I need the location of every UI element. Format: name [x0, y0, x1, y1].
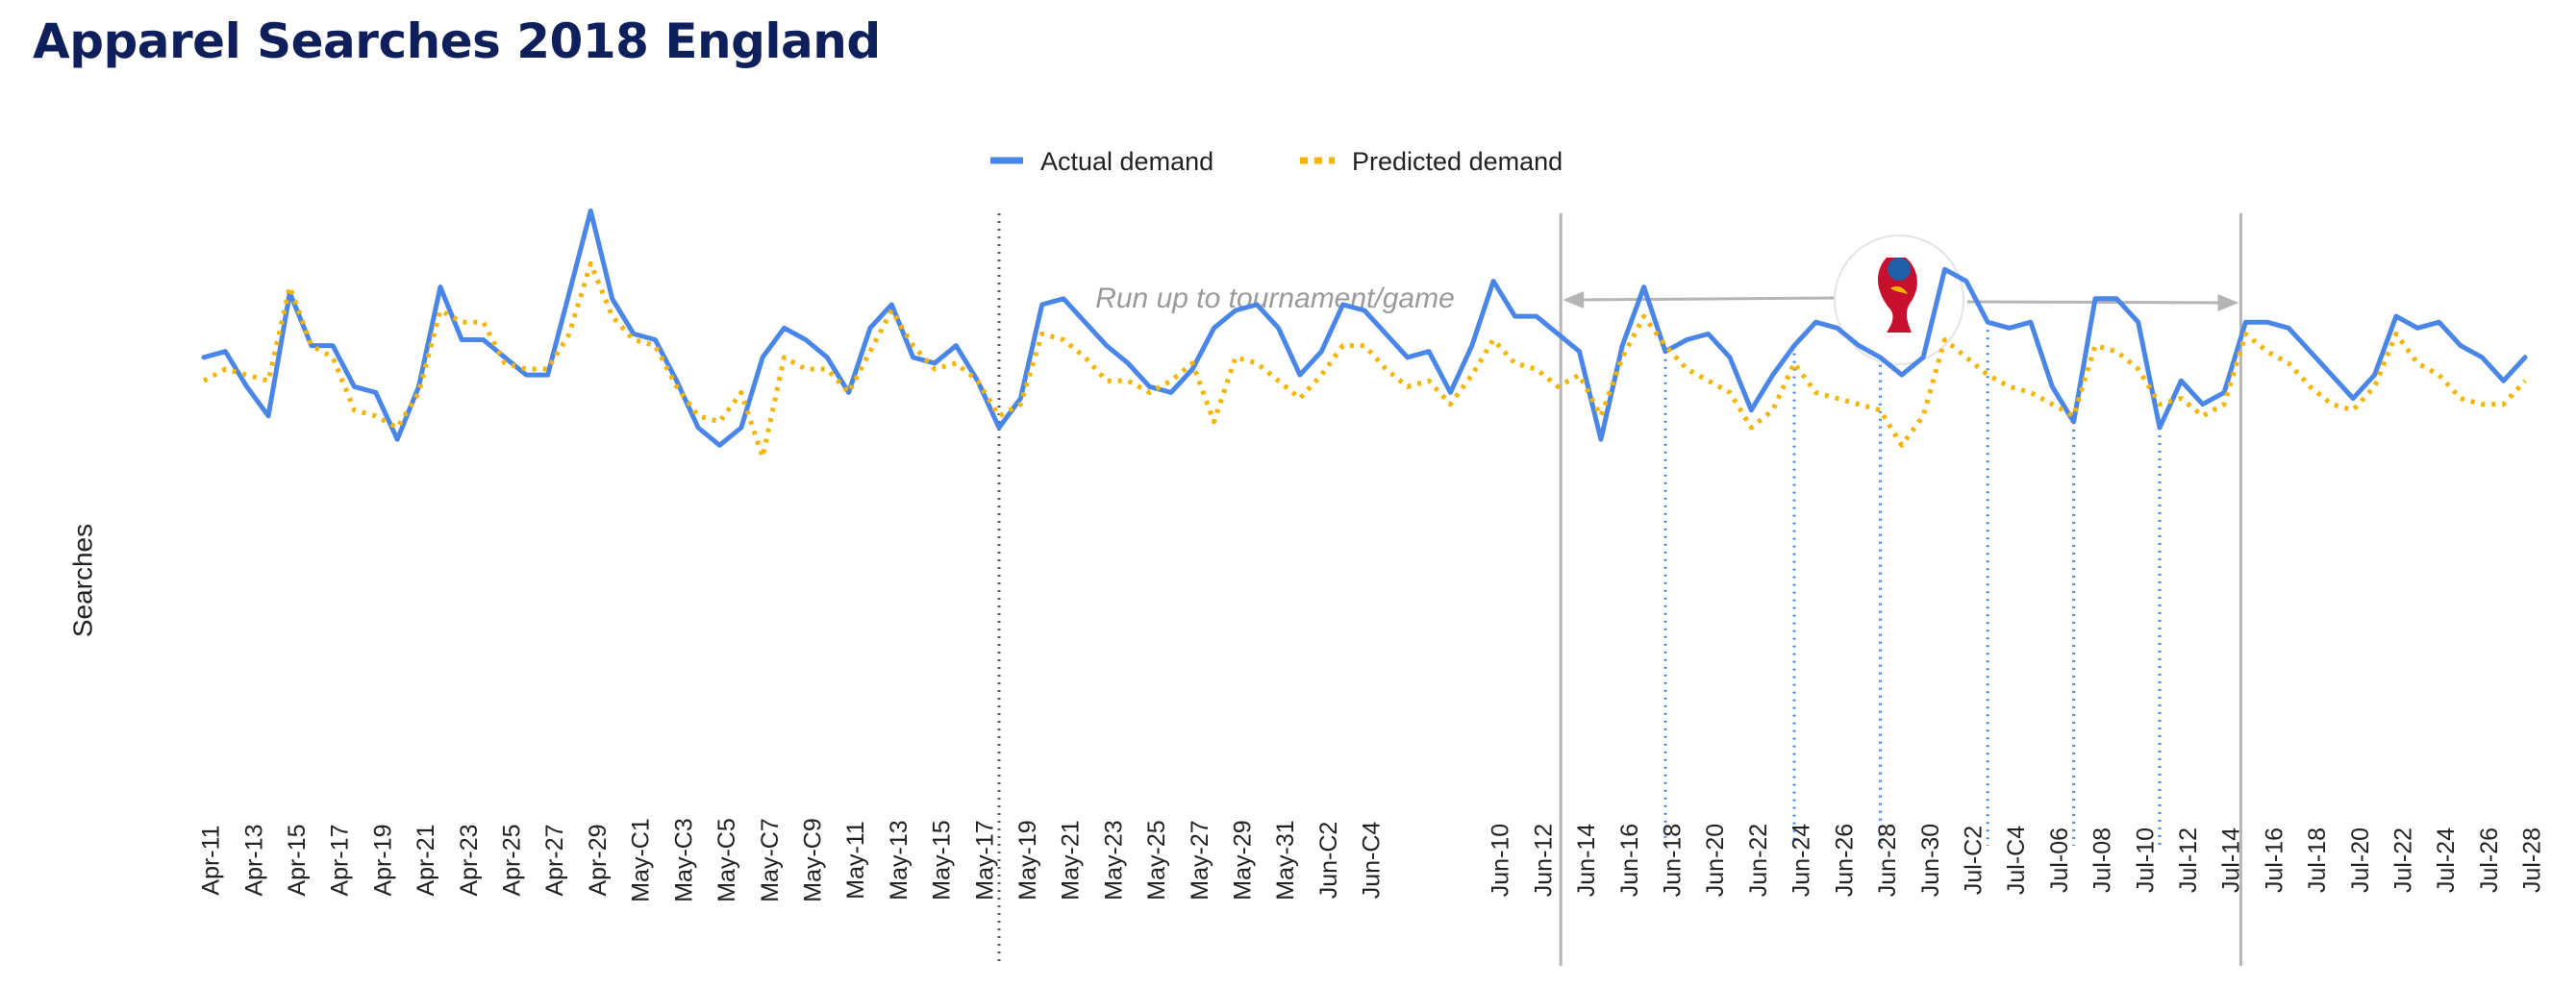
run-up-annotation: Run up to tournament/game [1095, 283, 1455, 314]
tournament-arrowhead-left [1563, 291, 1585, 309]
x-tick-label: Jul-10 [2132, 827, 2159, 893]
x-tick-label: May-C3 [670, 818, 697, 902]
x-tick-label: Jun-14 [1573, 824, 1600, 898]
x-tick-label: Apr-19 [369, 824, 396, 896]
y-axis-label: Searches [67, 524, 97, 637]
legend: Actual demand Predicted demand [990, 147, 1563, 176]
x-tick-label: May-31 [1272, 820, 1299, 900]
x-tick-label: May-19 [1014, 820, 1041, 900]
series-group [201, 208, 2528, 459]
x-tick-label: Jun-16 [1616, 824, 1643, 897]
x-tick-label: Apr-13 [240, 824, 267, 896]
tournament-arrow-right [1966, 300, 2228, 305]
page-title: Apparel Searches 2018 England [33, 13, 881, 69]
x-tick-label: Jul-16 [2261, 827, 2288, 893]
x-tick-label: May-15 [929, 820, 956, 900]
trophy-ball [1888, 258, 1911, 281]
x-tick-label: May-29 [1229, 820, 1256, 900]
x-tick-label: Jun-22 [1745, 824, 1772, 897]
x-tick-label: Apr-23 [456, 824, 483, 896]
x-tick-label: Jul-08 [2089, 827, 2116, 893]
x-tick-label: May-21 [1058, 820, 1085, 900]
x-tick-label: Jun-20 [1702, 824, 1729, 897]
x-tick-label: May-11 [842, 821, 869, 900]
x-tick-label: Jun-12 [1530, 824, 1557, 897]
x-tick-label: Jun-30 [1917, 824, 1944, 897]
x-tick-label: Jul-C2 [1960, 826, 1987, 895]
x-tick-label: May-17 [971, 820, 998, 900]
x-tick-label: Jun-C2 [1315, 822, 1342, 900]
x-tick-label: Apr-11 [198, 825, 225, 895]
x-tick-label: Apr-25 [499, 824, 526, 896]
x-tick-label: Jul-06 [2046, 827, 2073, 893]
x-tick-label: Jul-26 [2476, 827, 2503, 893]
x-tick-label: Apr-17 [327, 824, 354, 896]
x-tick-label: Apr-15 [284, 824, 311, 896]
x-tick-label: Jul-12 [2175, 827, 2202, 893]
x-tick-label: May-C5 [713, 818, 740, 902]
x-tick-label: Apr-27 [541, 824, 568, 896]
tournament-arrow-left [1574, 296, 1836, 302]
predicted-demand-line [202, 260, 2527, 459]
x-tick-label: Jul-18 [2304, 827, 2331, 893]
x-tick-label: Jul-20 [2347, 827, 2374, 893]
tournament-arrowhead-right [2217, 294, 2239, 311]
x-tick-label: Jun-C4 [1359, 822, 1386, 900]
actual-demand-line [201, 208, 2528, 448]
x-tick-label: Jun-10 [1488, 824, 1514, 897]
x-tick-label: Jul-22 [2389, 827, 2416, 893]
x-tick-label: Jul-C4 [2003, 826, 2030, 895]
x-axis-ticks: Apr-11 Apr-13 Apr-15 Apr-17 Apr-19 Apr-21 Apr-… [198, 818, 2546, 902]
y-axis-label-group: Searches [67, 524, 97, 637]
x-tick-label: Jul-14 [2218, 827, 2245, 893]
world-cup-logo [1834, 235, 1964, 365]
x-tick-label: Jun-28 [1874, 824, 1901, 897]
legend-label-actual: Actual demand [1040, 147, 1213, 176]
x-tick-label: Apr-29 [585, 824, 612, 896]
x-tick-label: May-C9 [799, 818, 826, 902]
x-tick-label: May-27 [1187, 820, 1213, 900]
x-tick-label: May-C1 [628, 818, 655, 902]
x-tick-label: May-C7 [757, 818, 784, 902]
x-tick-label: Jun-24 [1788, 824, 1815, 898]
x-tick-label: Jul-28 [2519, 827, 2546, 893]
x-tick-label: May-25 [1143, 820, 1170, 900]
legend-label-predicted: Predicted demand [1352, 147, 1563, 176]
x-tick-label: May-23 [1100, 820, 1127, 900]
x-tick-label: Apr-21 [413, 824, 439, 896]
x-tick-label: Jun-18 [1660, 824, 1687, 897]
trophy-accent [1890, 286, 1908, 294]
x-tick-label: Jun-26 [1831, 824, 1858, 897]
x-tick-label: Jul-24 [2433, 827, 2460, 893]
x-tick-label: May-13 [886, 820, 913, 900]
